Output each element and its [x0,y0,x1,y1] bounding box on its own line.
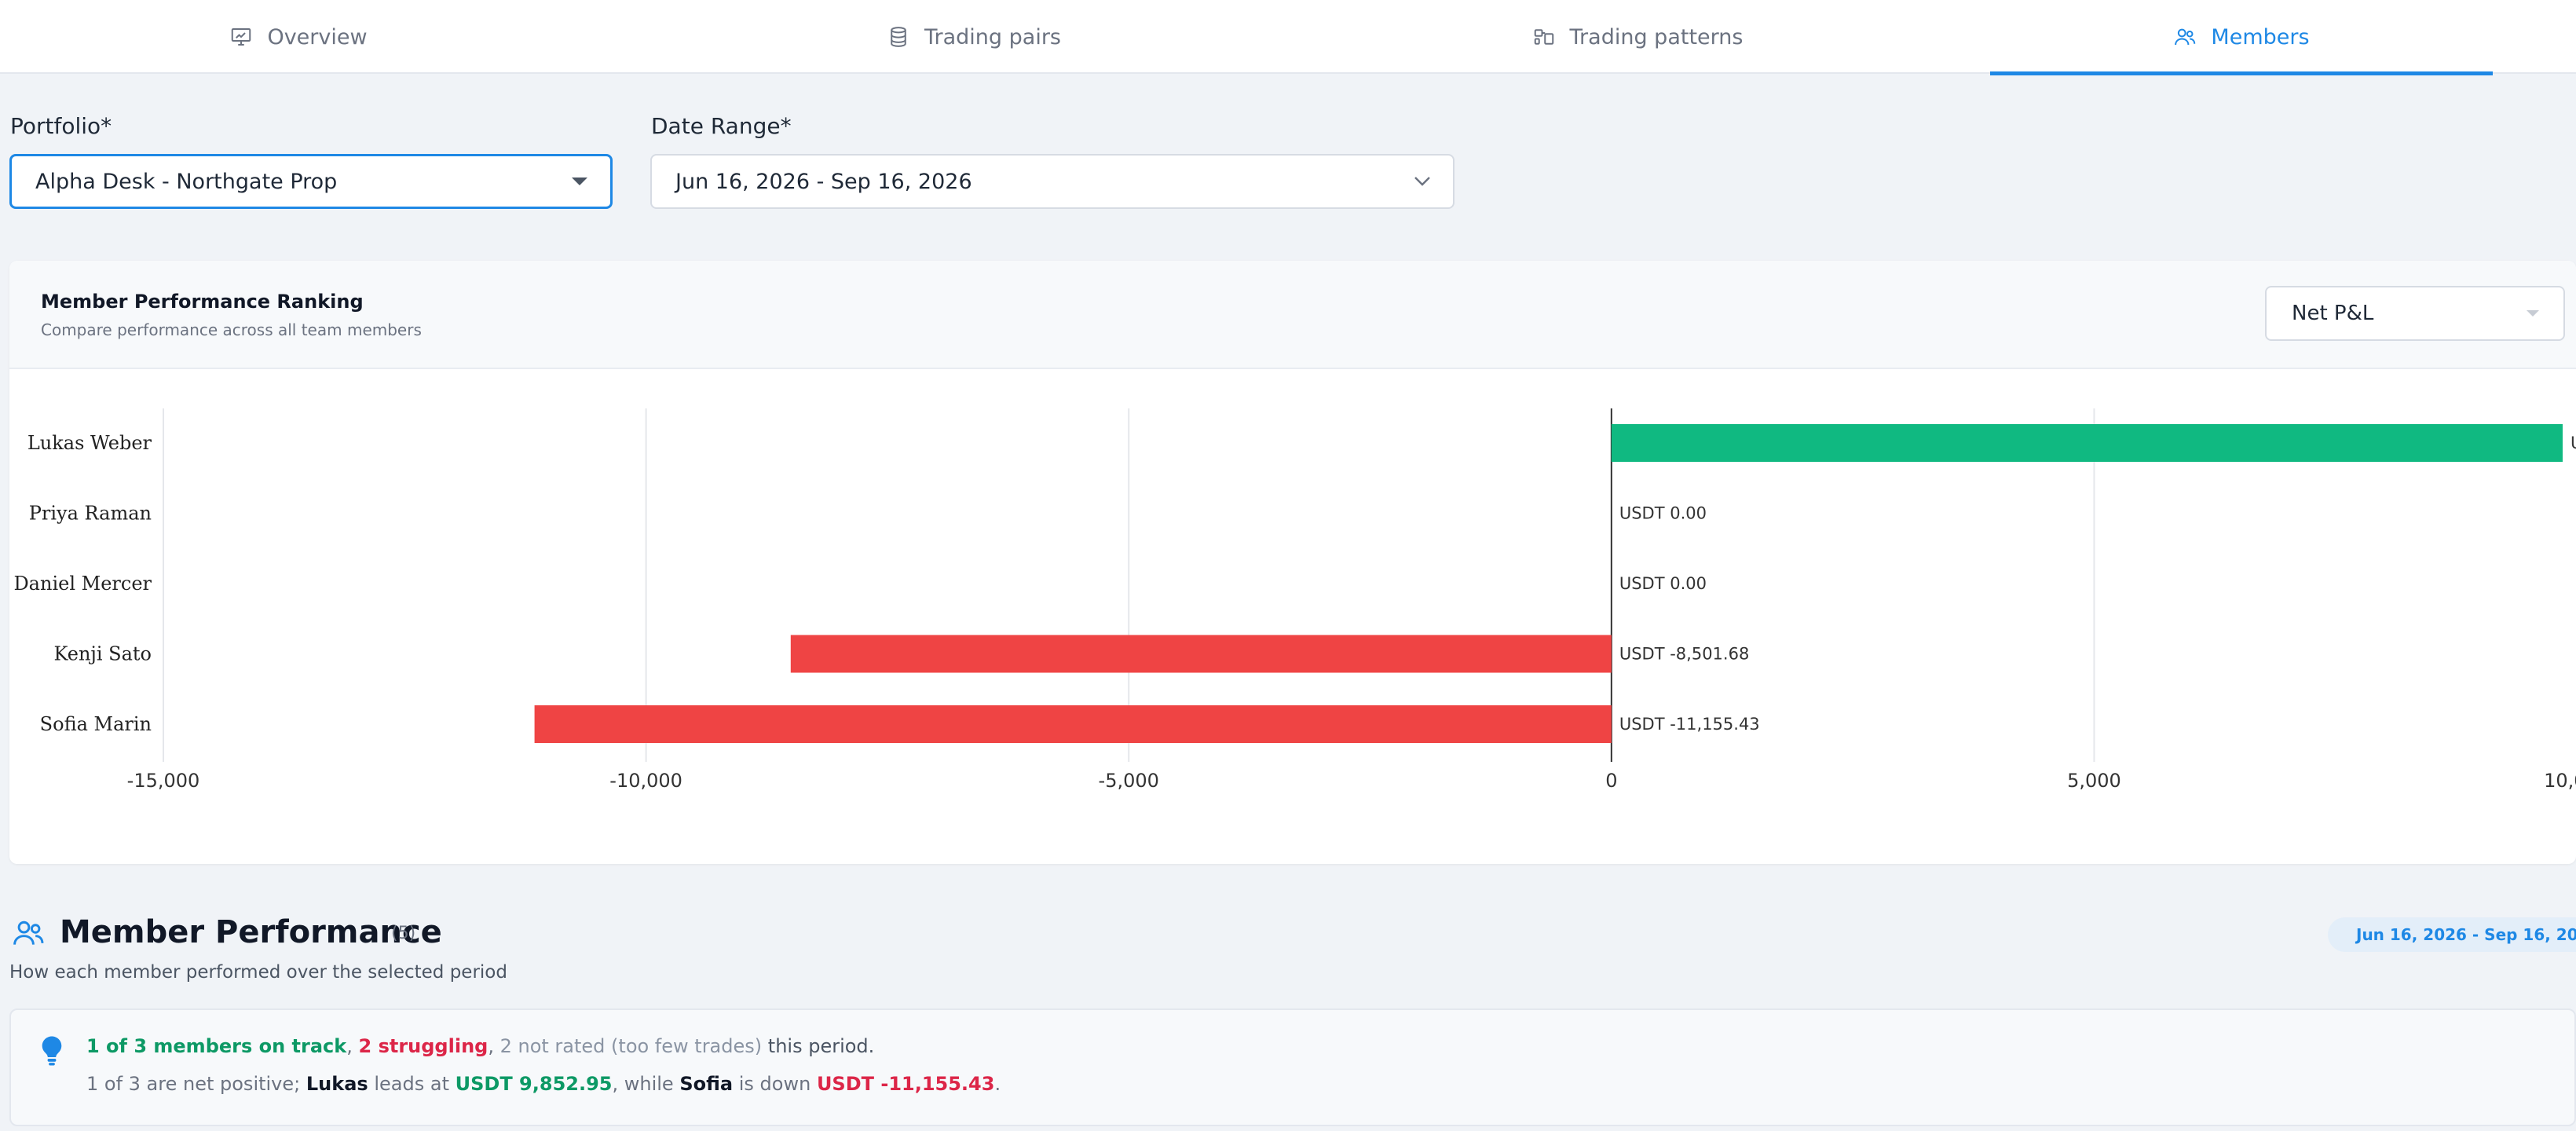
tab-members[interactable]: Members [1990,0,2493,75]
section-subtitle: How each member performed over the selec… [9,962,507,983]
presentation-chart-icon [232,28,251,46]
on-track-text: 1 of 3 members on track [86,1035,347,1057]
x-tick-label: -5,000 [1099,770,1159,792]
tab-trading-pairs[interactable]: Trading pairs [723,0,1225,74]
portfolio-value: Alpha Desk - Northgate Prop [35,169,338,194]
data-label: USDT -8,501.68 [1619,645,1749,664]
category-label: Kenji Sato [53,643,152,665]
category-label: Lukas Weber [27,432,152,454]
database-icon [891,27,906,47]
positive-prefix: 1 of 3 are net positive; [86,1073,301,1095]
chevron-down-icon [1414,177,1430,186]
tab-overview[interactable]: Overview [47,0,550,74]
section-title: Member Performance [60,914,442,950]
category-label: Sofia Marin [40,713,152,735]
not-rated-text: 2 not rated (too few trades) [499,1035,763,1057]
lightbulb-icon [42,1036,62,1066]
card-subtitle: Compare performance across all team memb… [41,320,422,339]
tab-members-label: Members [2211,24,2310,49]
date-range-pill: Jun 16, 2026 - Sep 16, 2026 [2328,917,2576,952]
while-text: , while [612,1073,674,1095]
x-tick-label: 10,000 [2544,770,2576,792]
x-tick-label: -10,000 [609,770,682,792]
portfolio-select[interactable]: Alpha Desk - Northgate Prop [9,154,613,209]
is-down-text: is down [738,1073,811,1095]
metric-select[interactable]: Net P&L [2265,286,2565,341]
tab-trading-patterns-label: Trading patterns [1569,24,1744,49]
category-label: Priya Raman [29,503,152,525]
card-header: Member Performance Ranking Compare perfo… [9,261,2576,369]
caret-down-icon [572,178,587,185]
date-range-label: Date Range* [651,113,792,139]
data-label: USDT 0.00 [1619,574,1707,593]
x-tick-label: 5,000 [2067,770,2121,792]
bar [534,705,1612,743]
period-text: this period. [767,1035,875,1057]
leader-name: Lukas [306,1073,368,1095]
leader-value: USDT 9,852.95 [455,1073,613,1095]
date-range-select[interactable]: Jun 16, 2026 - Sep 16, 2026 [650,154,1454,209]
laggard-value: USDT -11,155.43 [816,1073,995,1095]
tab-bar: Overview Trading pairs Trading patterns … [0,0,2576,75]
portfolio-label: Portfolio* [10,113,112,139]
category-label: Daniel Mercer [13,573,152,595]
insight-box: 1 of 3 members on track, 2 struggling, 2… [9,1008,2576,1126]
bar [790,635,1612,673]
pattern-icon [1534,29,1553,45]
users-icon [13,921,44,945]
date-pill-text: Jun 16, 2026 - Sep 16, 2026 [2356,925,2576,944]
caret-down-icon [2527,310,2539,317]
tab-trading-pairs-label: Trading pairs [924,24,1061,49]
ranking-bar-chart: -15,000 -10,000 -5,000 0 5,000 10,000 Lukas We… [13,408,2576,792]
insight-detail: 1 of 3 are net positive; Lukas leads at … [86,1073,1001,1095]
data-label: USDT 9,852.95 [2571,434,2576,452]
bar [1611,424,2563,462]
leads-at-text: leads at [374,1073,449,1095]
laggard-name: Sofia [679,1073,734,1095]
users-icon [2175,28,2196,46]
x-tick-label: 0 [1605,770,1617,792]
tab-trading-patterns[interactable]: Trading patterns [1386,0,1889,74]
insight-summary: 1 of 3 members on track, 2 struggling, 2… [86,1035,875,1057]
metric-value: Net P&L [2292,302,2374,325]
data-label: USDT 0.00 [1619,504,1707,523]
tab-overview-label: Overview [267,24,368,49]
card-title: Member Performance Ranking [41,291,364,313]
struggling-text: 2 struggling [358,1035,488,1057]
member-ranking-card: Member Performance Ranking Compare perfo… [9,261,2576,864]
data-label: USDT -11,155.43 [1619,715,1760,734]
x-tick-label: -15,000 [127,770,200,792]
member-count: (5) [391,924,416,943]
date-range-value: Jun 16, 2026 - Sep 16, 2026 [675,169,972,194]
